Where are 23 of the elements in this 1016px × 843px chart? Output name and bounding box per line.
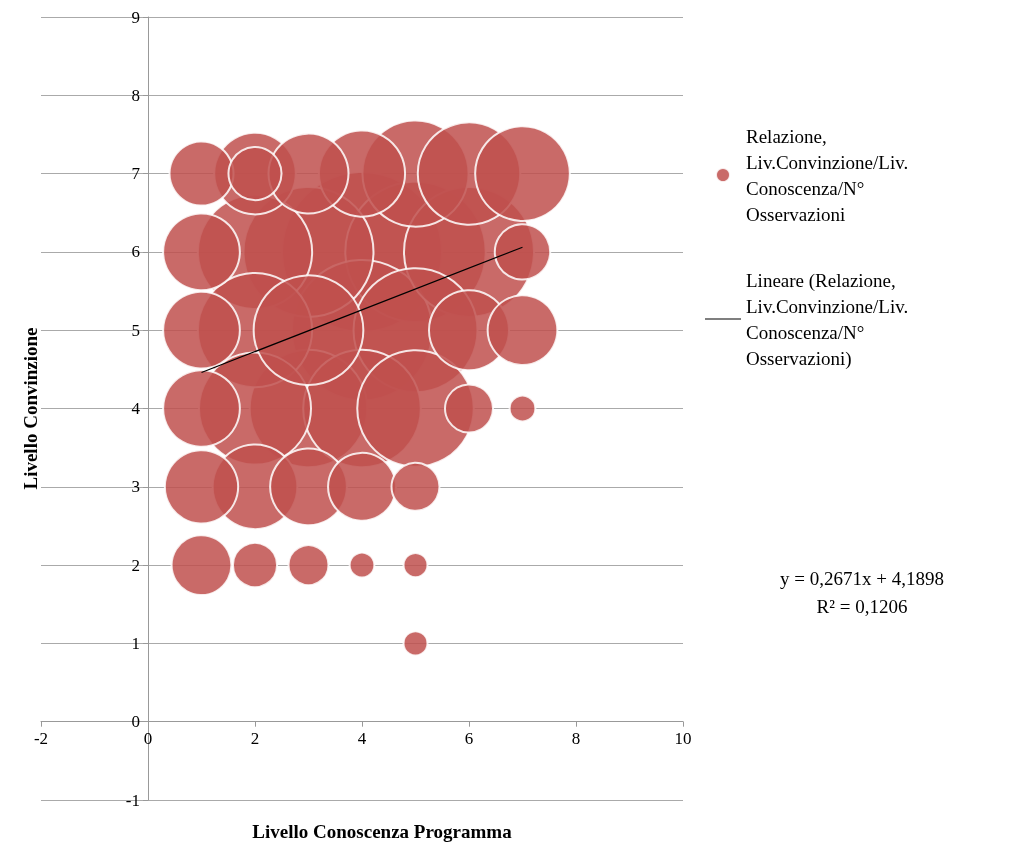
y-tick-label: -1	[125, 790, 140, 810]
y-tick-label: 6	[131, 242, 140, 262]
legend-label: Relazione, Liv.Convinzione/Liv. Conoscenza/N° Osservazioni	[746, 125, 913, 225]
y-tick-label: 8	[131, 85, 140, 105]
text: R² = 0,1206	[816, 595, 908, 617]
legend-label: Lineare (Relazione, Liv.Convinzione/Liv. Conoscenza/N° Osservazioni)	[746, 269, 913, 370]
y-tick-label: 9	[131, 7, 140, 27]
x-tick-label: 10	[674, 728, 692, 748]
x-tick-label: 8	[571, 728, 581, 748]
x-tick-label: 6	[464, 728, 474, 748]
y-tick-label: 1	[131, 633, 140, 653]
x-tick-label: 4	[357, 728, 367, 748]
y-tick-label: 5	[131, 320, 140, 340]
y-tick-label: 4	[131, 399, 141, 418]
x-tick-label: -2	[33, 728, 49, 748]
y-tick-label: 2	[131, 555, 140, 575]
text: y = 0,2671x + 4,1898	[780, 567, 944, 589]
y-tick-label: 0	[131, 712, 140, 732]
x-axis-title: Livello Conoscenza Programma	[252, 820, 513, 842]
y-tick-label: 7	[131, 164, 141, 184]
y-tick-label: 3	[131, 477, 140, 497]
x-tick-label: 2	[250, 728, 260, 748]
y-axis-title: Livello Convinzione	[20, 327, 41, 490]
